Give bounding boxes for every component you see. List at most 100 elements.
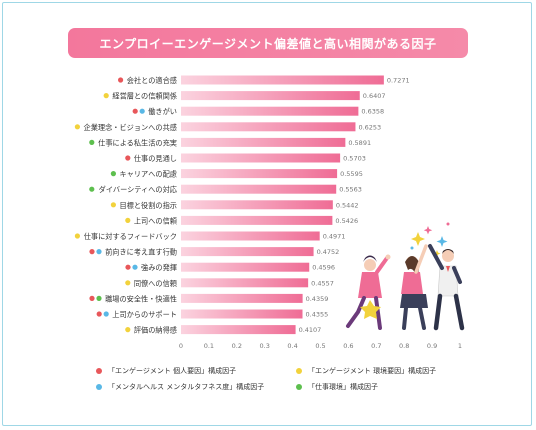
person-figure: [400, 244, 428, 330]
category-dot-yellow: [110, 202, 116, 208]
x-tick-label: 0.4: [287, 342, 297, 350]
x-tick-label: 1: [458, 342, 462, 350]
value-label: 0.4557: [311, 279, 334, 287]
category-dot-yellow: [74, 124, 80, 130]
category-label: 仕事に対するフィードバック: [84, 232, 177, 241]
person-figure: [346, 254, 391, 330]
category-label: 上司への信頼: [134, 216, 178, 225]
value-label: 0.4107: [299, 326, 322, 334]
bar: [181, 106, 359, 116]
category-label: 強みの発揮: [141, 263, 177, 272]
x-tick-label: 0.5: [315, 342, 325, 350]
value-label: 0.4752: [317, 248, 340, 256]
x-tick-label: 0.2: [232, 342, 242, 350]
category-dot-red: [118, 77, 124, 83]
category-dot-blue: [96, 249, 102, 255]
category-label: 職場の安全性・快適性: [105, 294, 177, 303]
category-dot-blue: [103, 311, 109, 317]
category-label: 企業理念・ビジョンへの共感: [84, 123, 177, 132]
category-dot-yellow: [74, 233, 80, 239]
category-label: 働きがい: [148, 107, 177, 116]
x-tick-label: 0.3: [260, 342, 270, 350]
celebration-illustration: [346, 222, 465, 331]
category-dot-green: [89, 139, 95, 145]
category-label: 評価の納得感: [134, 326, 177, 335]
bar: [181, 215, 333, 225]
legend-dot: [296, 384, 302, 390]
value-label: 0.5891: [348, 139, 371, 147]
value-label: 0.6358: [361, 108, 384, 116]
category-label: 仕事による私生活の充実: [98, 138, 177, 147]
category-dot-red: [125, 155, 131, 161]
legend-item: 「エンゲージメント 個人要因」構成因子: [96, 366, 236, 376]
x-tick-label: 0.6: [343, 342, 353, 350]
category-dot-yellow: [125, 217, 131, 223]
category-dot-yellow: [125, 280, 131, 286]
bar: [181, 293, 303, 303]
category-dot-green: [110, 171, 116, 177]
category-dot-blue: [139, 108, 145, 114]
x-tick-label: 0.7: [371, 342, 381, 350]
legend-label: 「メンタルヘルス メンタルタフネス度」構成因子: [108, 383, 265, 391]
bar: [181, 91, 360, 101]
x-tick-label: 0.1: [204, 342, 214, 350]
bar: [181, 309, 303, 319]
x-tick-label: 0.9: [427, 342, 437, 350]
category-dot-blue: [132, 264, 138, 270]
bar: [181, 184, 337, 194]
value-label: 0.5442: [336, 201, 359, 209]
category-dot-red: [89, 249, 95, 255]
legend-label: 「エンゲージメント 個人要因」構成因子: [108, 367, 237, 375]
person-figure: [428, 244, 465, 331]
legend-item: 「エンゲージメント 環境要因」構成因子: [296, 366, 436, 376]
category-dot-yellow: [125, 327, 131, 333]
value-label: 0.4596: [312, 264, 335, 272]
bar: [181, 262, 310, 272]
legend-dot: [296, 368, 302, 374]
bar: [181, 231, 320, 241]
bar: [181, 247, 314, 257]
category-dot-red: [125, 264, 131, 270]
bar: [181, 122, 356, 132]
chart-frame: [2, 2, 532, 426]
sparkle-icon: [423, 226, 433, 235]
category-label: キャリアへの配慮: [119, 170, 177, 179]
value-label: 0.5703: [343, 155, 366, 163]
category-dot-red: [89, 295, 95, 301]
legend-label: 「エンゲージメント 環境要因」構成因子: [308, 367, 437, 375]
value-label: 0.4359: [306, 295, 329, 303]
bar: [181, 325, 296, 335]
bar: [181, 137, 346, 147]
x-tick-label: 0.8: [399, 342, 409, 350]
bar: [181, 200, 333, 210]
category-label: ダイバーシティへの対応: [99, 185, 177, 194]
value-label: 0.4355: [306, 311, 329, 319]
category-label: 会社との適合感: [127, 76, 177, 85]
value-label: 0.6253: [358, 123, 381, 131]
bar: [181, 169, 338, 179]
category-label: 同僚への信頼: [134, 279, 178, 288]
legend-dot: [96, 384, 102, 390]
value-label: 0.5563: [339, 186, 362, 194]
category-label: 仕事の見通し: [134, 154, 177, 163]
sparkle-icon: [436, 236, 448, 247]
category-label: 経営層との信頼関係: [112, 92, 177, 101]
category-dot-yellow: [103, 93, 109, 99]
legend-dot: [96, 368, 102, 374]
value-label: 0.7271: [387, 77, 410, 85]
value-label: 0.6407: [363, 92, 386, 100]
value-label: 0.4971: [323, 233, 346, 241]
chart-title: エンプロイーエンゲージメント偏差値と高い相関がある因子: [68, 28, 468, 58]
sparkle-icon: [411, 232, 425, 246]
legend-item: 「メンタルヘルス メンタルタフネス度」構成因子: [96, 382, 264, 392]
category-dot-green: [96, 295, 102, 301]
category-label: 目標と役割の指示: [119, 201, 177, 210]
category-label: 前向きに考え直す行動: [105, 248, 177, 257]
legend-item: 「仕事環境」構成因子: [296, 382, 378, 392]
category-label: 上司からのサポート: [112, 310, 177, 319]
bar: [181, 153, 341, 163]
sparkle-icon: [433, 250, 441, 257]
category-dot-red: [132, 108, 138, 114]
category-dot-red: [96, 311, 102, 317]
